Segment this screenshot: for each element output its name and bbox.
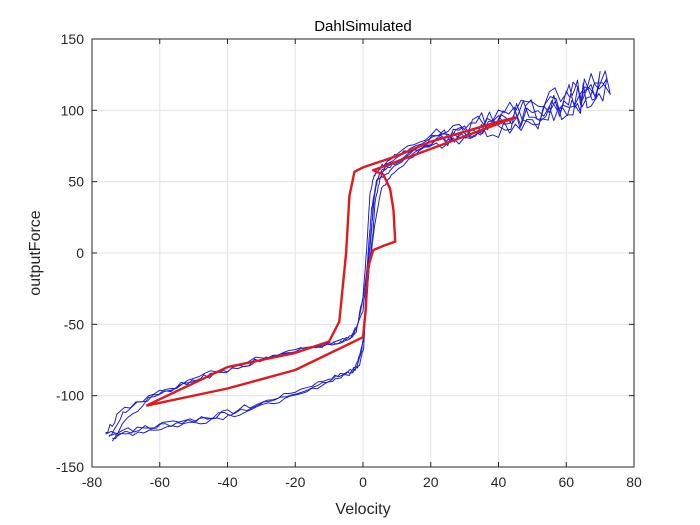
y-tick-label: 50 bbox=[68, 174, 84, 190]
y-axis-label: outputForce bbox=[27, 210, 44, 295]
series-layer bbox=[105, 70, 611, 442]
x-tick-label: -20 bbox=[285, 474, 305, 490]
chart-title: DahlSimulated bbox=[314, 18, 412, 35]
y-tick-label: -100 bbox=[56, 388, 84, 404]
measured-series-line bbox=[111, 71, 601, 442]
x-tick-label: 80 bbox=[626, 474, 642, 490]
simulated-series-line bbox=[145, 116, 517, 407]
y-tick-label: -50 bbox=[64, 316, 84, 332]
measured-series-line bbox=[105, 70, 611, 435]
y-tick-label: 150 bbox=[61, 31, 85, 47]
x-axis-label: Velocity bbox=[335, 501, 390, 518]
y-tick-label: -150 bbox=[56, 459, 84, 475]
x-tick-label: 60 bbox=[558, 474, 574, 490]
x-tick-label: -40 bbox=[217, 474, 237, 490]
tick-marks bbox=[91, 38, 635, 468]
x-tick-label: 0 bbox=[359, 474, 367, 490]
x-tick-label: -80 bbox=[82, 474, 102, 490]
y-tick-label: 100 bbox=[61, 102, 85, 118]
x-tick-label: 40 bbox=[491, 474, 507, 490]
grid-lines bbox=[92, 39, 634, 467]
y-tick-label: 0 bbox=[76, 245, 84, 261]
x-tick-labels: -80 -60 -40 -20 0 20 40 60 80 bbox=[82, 474, 642, 490]
y-tick-labels: -150 -100 -50 0 50 100 150 bbox=[56, 31, 84, 475]
x-tick-label: 20 bbox=[423, 474, 439, 490]
x-tick-label: -60 bbox=[150, 474, 170, 490]
